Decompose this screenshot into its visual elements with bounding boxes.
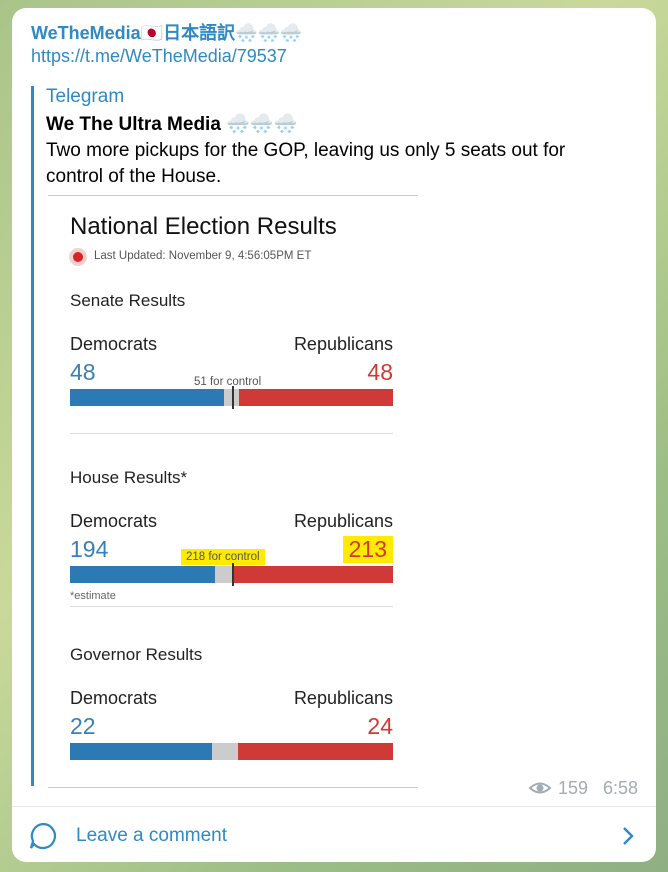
right-value: 48 — [367, 359, 393, 385]
channel-name[interactable]: WeTheMedia🇯🇵日本語訳🌨️🌨️🌨️ — [31, 23, 303, 43]
left-value: 194 — [70, 536, 109, 562]
right-value: 213 — [342, 536, 393, 563]
results-section: House Results* Democrats Republicans 194 213… — [48, 468, 418, 638]
control-label: 51 for control — [194, 376, 262, 388]
control-label: 218 for control — [181, 549, 265, 565]
post-link[interactable]: https://t.me/WeTheMedia/79537 — [31, 46, 287, 66]
left-label: Democrats — [70, 334, 158, 354]
rep-bar — [239, 389, 393, 406]
forward-author: We The Ultra Media 🌨️🌨️🌨️ — [46, 114, 298, 135]
dem-bar — [70, 389, 224, 406]
section-title: Governor Results — [70, 645, 203, 664]
forward-source[interactable]: Telegram — [46, 86, 125, 107]
right-label: Republicans — [293, 511, 393, 531]
live-dot — [73, 252, 83, 262]
right-value: 24 — [367, 713, 393, 739]
chevron[interactable] — [620, 825, 636, 847]
section-title: House Results* — [70, 468, 188, 487]
quote-bar — [31, 86, 34, 786]
rep-bar — [234, 566, 393, 583]
leave-comment[interactable]: Leave a comment — [76, 825, 228, 846]
left-label: Democrats — [70, 511, 158, 531]
right-label: Republicans — [293, 688, 393, 708]
rep-bar — [238, 743, 393, 760]
last-updated: Last Updated: November 9, 4:56:05PM ET — [94, 250, 312, 262]
message-text: Two more pickups for the GOP, leaving us… — [46, 140, 566, 187]
control-marker — [232, 386, 234, 409]
control-marker — [232, 563, 234, 586]
section-divider — [70, 433, 393, 434]
left-value: 48 — [70, 359, 96, 385]
views-icon — [528, 782, 552, 794]
post-time: 6:58 — [603, 778, 639, 798]
comment-icon[interactable] — [28, 821, 58, 851]
results-section: Governor Results Democrats Republicans 22 24 — [48, 645, 418, 815]
divider — [12, 806, 656, 807]
section-divider — [70, 606, 393, 607]
view-count: 159 — [558, 778, 589, 798]
dem-bar — [70, 743, 212, 760]
left-label: Democrats — [70, 688, 158, 708]
right-label: Republicans — [293, 334, 393, 354]
note: *estimate — [70, 590, 116, 602]
results-section: Senate Results Democrats Republicans 48 48 51… — [48, 291, 418, 461]
dem-bar — [70, 566, 215, 583]
section-title: Senate Results — [70, 291, 186, 310]
attached-image[interactable]: National Election Results Last Updated: … — [48, 195, 418, 788]
left-value: 22 — [70, 713, 96, 739]
image-title: National Election Results — [70, 213, 337, 240]
